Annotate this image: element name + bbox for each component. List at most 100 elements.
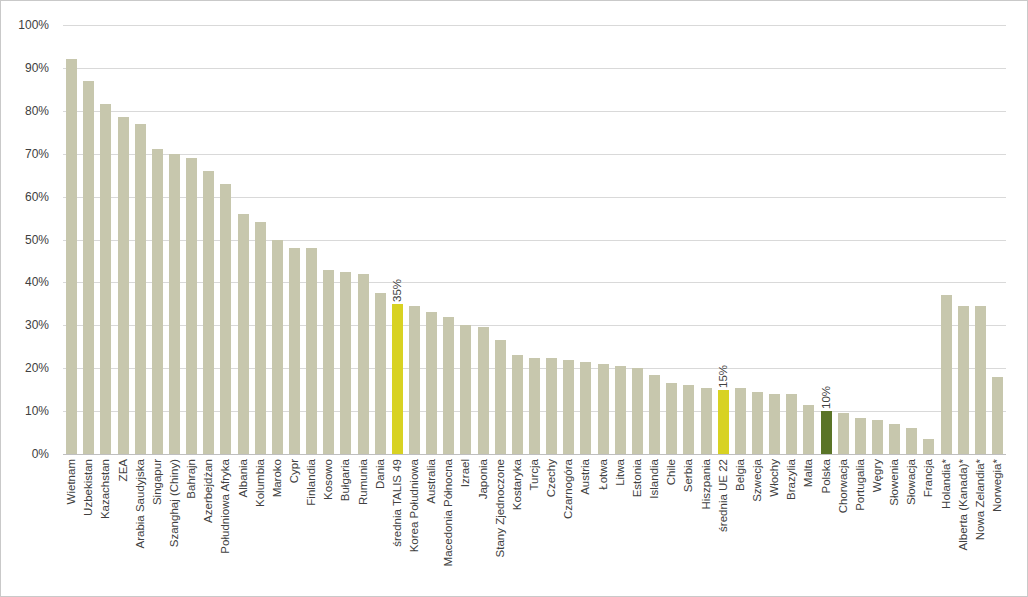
gridline	[63, 154, 1006, 155]
bar	[340, 272, 351, 454]
x-axis-category-label: Serbia	[682, 459, 695, 591]
x-axis-category-label: Finlandia	[305, 459, 318, 591]
x-axis-category-label: Słowenia	[888, 459, 901, 591]
bar	[529, 358, 540, 455]
x-axis-category-label: Wietnam	[65, 459, 78, 591]
gridline	[63, 25, 1006, 26]
x-axis-category-label: Turcja	[528, 459, 541, 591]
x-axis-category-label: Czechy	[545, 459, 558, 591]
x-axis-category-label: Macedonia Północna	[442, 459, 455, 591]
bar	[855, 418, 866, 455]
y-axis-tick-label: 30%	[5, 318, 49, 332]
x-axis-category-label: Holandia*	[940, 459, 953, 591]
bar	[649, 375, 660, 454]
bar	[100, 104, 111, 454]
bar-highlight-poland	[821, 411, 832, 454]
bar	[752, 392, 763, 454]
bar	[135, 124, 146, 454]
bar-chart: 0%10%20%30%40%50%60%70%80%90%100%Wietnam…	[1, 1, 1027, 596]
x-axis-category-label: Cypr	[288, 459, 301, 591]
x-axis-category-label: Norwegia*	[991, 459, 1004, 591]
x-axis-category-label: Portugalia	[854, 459, 867, 591]
bar-highlight-average	[718, 390, 729, 454]
y-axis-tick-label: 60%	[5, 190, 49, 204]
bar	[375, 293, 386, 454]
bar	[169, 154, 180, 454]
x-axis-category-label: Węgry	[871, 459, 884, 591]
x-axis-category-label: Maroko	[271, 459, 284, 591]
x-axis-category-label: Arabia Saudyjska	[134, 459, 147, 591]
bar	[426, 312, 437, 454]
x-axis-category-label: Francja	[922, 459, 935, 591]
x-axis-category-label: Słowacja	[905, 459, 918, 591]
x-axis-category-label: Izrael	[459, 459, 472, 591]
x-axis-category-label: Włochy	[768, 459, 781, 591]
bar	[443, 317, 454, 454]
bar	[152, 149, 163, 454]
bar	[923, 439, 934, 454]
x-axis-category-label: Polska	[820, 459, 833, 591]
bar	[701, 388, 712, 455]
y-axis-tick-label: 20%	[5, 361, 49, 375]
bar	[889, 424, 900, 454]
x-axis-category-label: Kostaryka	[511, 459, 524, 591]
x-axis-category-label: Kosowo	[322, 459, 335, 591]
bar	[598, 364, 609, 454]
gridline	[63, 68, 1006, 69]
bar	[495, 340, 506, 454]
bar	[958, 306, 969, 454]
x-axis-category-label: Singapur	[151, 459, 164, 591]
y-axis-tick-label: 50%	[5, 233, 49, 247]
x-axis-category-label: Chorwacja	[837, 459, 850, 591]
bar-chart-frame: 0%10%20%30%40%50%60%70%80%90%100%Wietnam…	[0, 0, 1028, 597]
bar	[512, 355, 523, 454]
bar	[786, 394, 797, 454]
bar-highlight-average	[392, 304, 403, 454]
bar	[272, 240, 283, 455]
bar	[220, 184, 231, 454]
bar	[906, 428, 917, 454]
bar	[666, 383, 677, 454]
x-axis-category-label: Albania	[237, 459, 250, 591]
bar	[238, 214, 249, 454]
bar	[803, 405, 814, 454]
x-axis-category-label: Nowa Zelandia*	[974, 459, 987, 591]
bar-value-label: 10%	[820, 373, 833, 409]
bar	[683, 385, 694, 454]
x-axis-category-label: Szwecja	[751, 459, 764, 591]
x-axis-category-label: Kolumbia	[254, 459, 267, 591]
x-axis-category-label: Australia	[425, 459, 438, 591]
bar-value-label: 15%	[717, 352, 730, 388]
bar	[255, 222, 266, 454]
y-axis-tick-label: 100%	[5, 18, 49, 32]
y-axis-tick-label: 80%	[5, 104, 49, 118]
bar	[769, 394, 780, 454]
bar	[358, 274, 369, 454]
y-axis-tick-label: 90%	[5, 61, 49, 75]
bar	[735, 388, 746, 455]
x-axis-category-label: Stany Zjednoczone	[494, 459, 507, 591]
bar	[615, 366, 626, 454]
x-axis-category-label: Alberta (Kanada)*	[957, 459, 970, 591]
bar-value-label: 35%	[391, 266, 404, 302]
bar	[632, 368, 643, 454]
bar	[580, 362, 591, 454]
x-axis-category-label: średnia TALIS 49	[391, 459, 404, 591]
gridline	[63, 111, 1006, 112]
x-axis-category-label: średnia UE 22	[717, 459, 730, 591]
y-axis-tick-label: 10%	[5, 404, 49, 418]
x-axis-category-label: Belgia	[734, 459, 747, 591]
bar	[118, 117, 129, 454]
x-axis-category-label: ZEA	[117, 459, 130, 591]
bar	[66, 59, 77, 454]
bar	[409, 306, 420, 454]
bar	[478, 327, 489, 454]
bar	[975, 306, 986, 454]
x-axis-category-label: Chile	[665, 459, 678, 591]
y-axis-tick-label: 40%	[5, 275, 49, 289]
x-axis-category-label: Azerbejdżan	[202, 459, 215, 591]
bar	[306, 248, 317, 454]
x-axis-category-label: Austria	[579, 459, 592, 591]
x-axis-category-label: Czarnogóra	[562, 459, 575, 591]
bar	[289, 248, 300, 454]
